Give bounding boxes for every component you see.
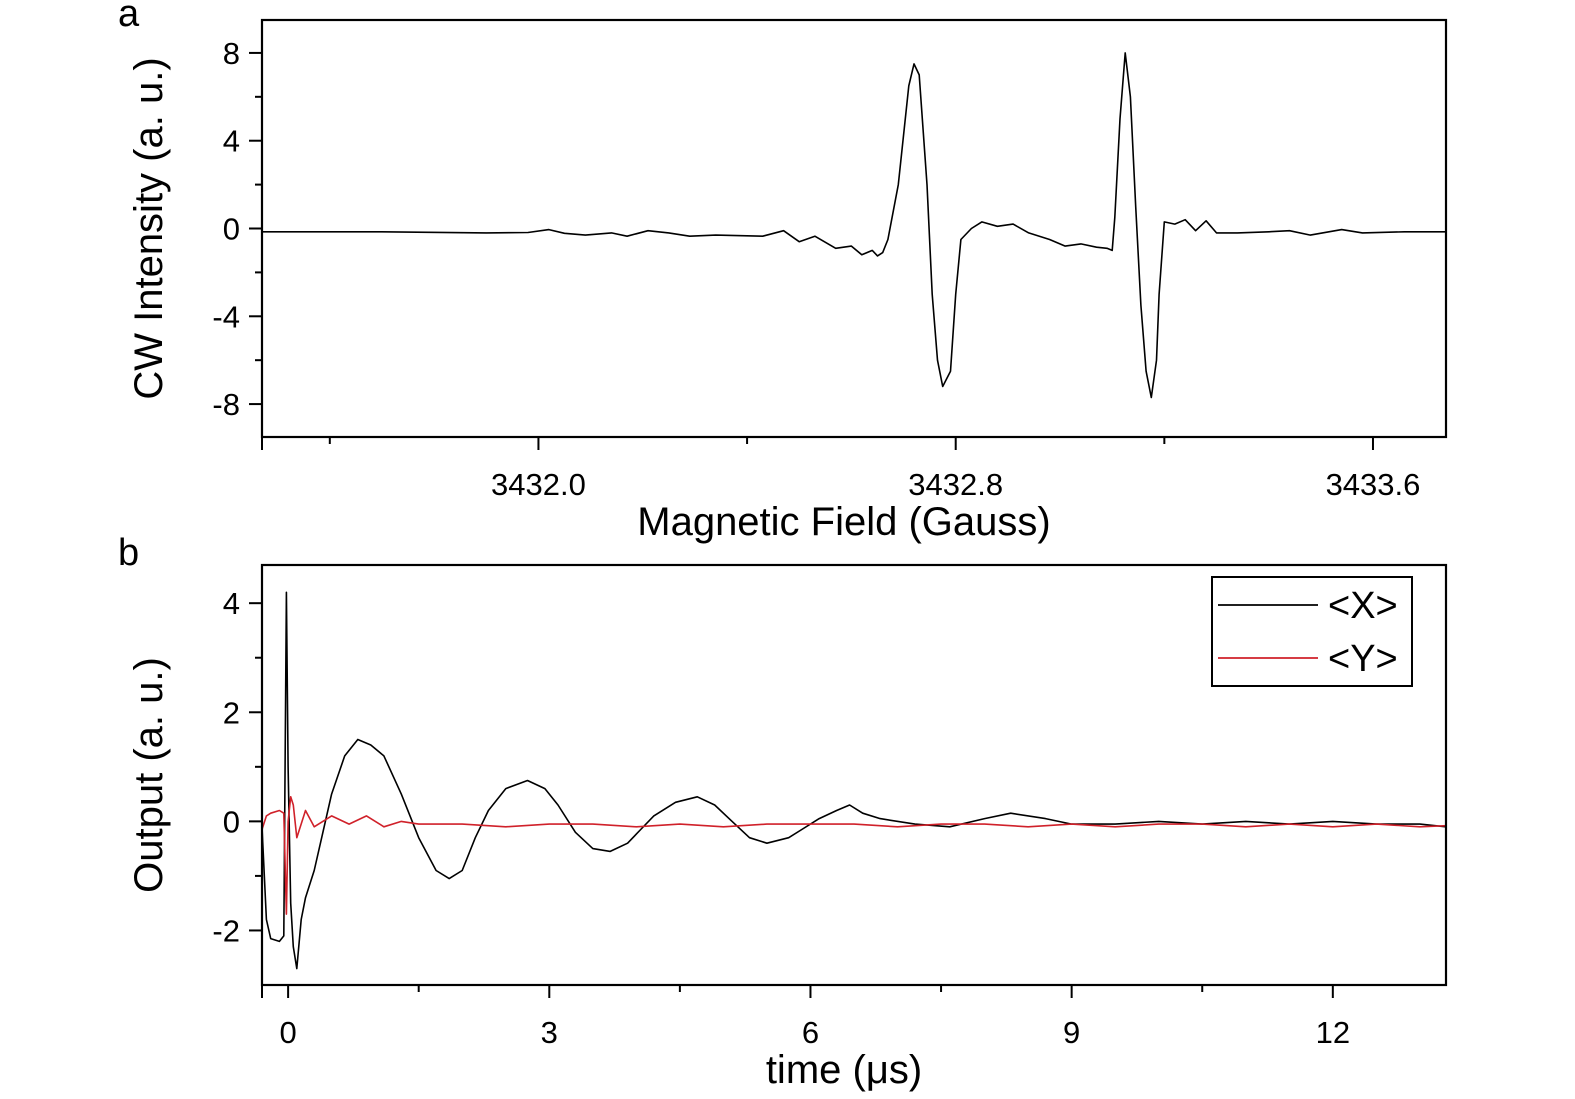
panel-a-y-tick-label: 0	[223, 212, 240, 247]
panel-a-plot-frame	[260, 18, 1448, 439]
panel-a-y-tick-label: 8	[223, 36, 240, 71]
panel-b-plot-frame	[260, 563, 1448, 987]
panel-a-letter: a	[118, 0, 140, 35]
panel-a-x-tick-label: 3432.8	[908, 467, 1003, 502]
panel-b-series-1-line	[262, 591, 1446, 970]
panel-b-y-tick-label: 2	[223, 695, 240, 730]
panel-b-y-tick-label: -2	[212, 913, 240, 948]
panel-b-series-2-line	[262, 796, 1446, 915]
legend-label-1: <X>	[1328, 585, 1398, 627]
panel-b-letter: b	[118, 532, 139, 574]
panel-a-y-axis-title: CW Intensity (a. u.)	[127, 57, 171, 399]
panel-a-x-tick-label: 3433.6	[1326, 467, 1421, 502]
panel-b-x-tick-label: 0	[279, 1015, 296, 1050]
panel-a-y-tick-label: -4	[212, 299, 240, 334]
panel-b-y-axis-title: Output (a. u.)	[127, 657, 171, 893]
panel-a-y-tick-label: 4	[223, 124, 240, 159]
panel-b-x-tick-label: 6	[802, 1015, 819, 1050]
panel-a-y-tick-label: -8	[212, 387, 240, 422]
panel-b-x-tick-label: 12	[1316, 1015, 1350, 1050]
panel-a-x-tick-label: 3432.0	[491, 467, 586, 502]
panel-b-x-tick-label: 3	[541, 1015, 558, 1050]
panel-b-x-axis-title: time (μs)	[766, 1048, 922, 1092]
panel-b-y-tick-label: 4	[223, 586, 240, 621]
legend-box	[1211, 576, 1413, 687]
panel-a: a 3432.0 3432.8 3433.6 8 4 0 -4 -8 Magnetic Fiel…	[118, 0, 1448, 544]
panel-b-x-tick-label: 9	[1063, 1015, 1080, 1050]
panel-b-legend: <X> <Y>	[1211, 576, 1413, 687]
panel-a-series-1-line	[262, 52, 1446, 399]
legend-label-2: <Y>	[1328, 638, 1398, 680]
panel-a-x-axis-title: Magnetic Field (Gauss)	[637, 500, 1050, 544]
panel-b-y-tick-label: 0	[223, 804, 240, 839]
